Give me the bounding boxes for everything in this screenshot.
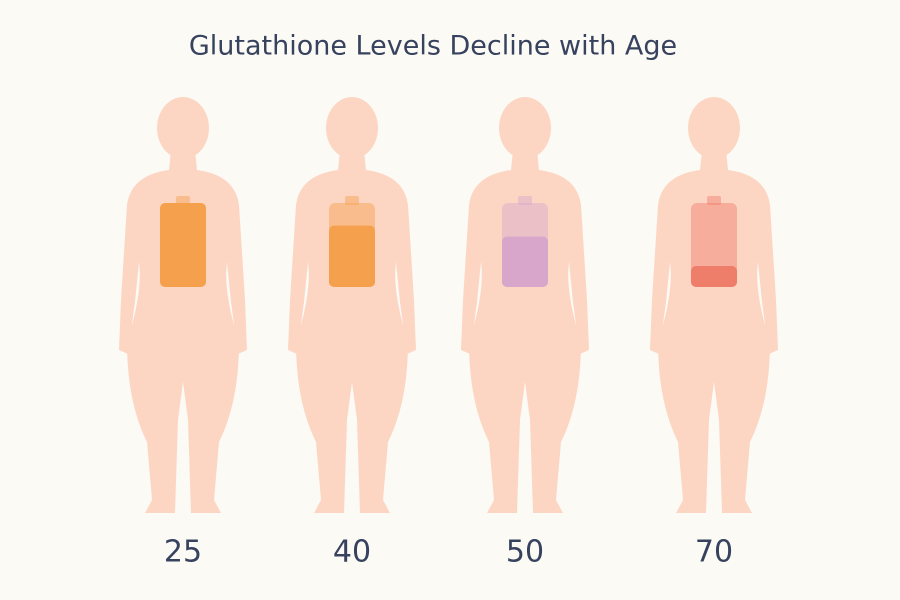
battery-fill (691, 266, 737, 287)
age-label: 50 (506, 535, 544, 570)
battery-cap (707, 196, 721, 205)
age-label: 25 (164, 535, 202, 570)
battery-cap (176, 196, 190, 205)
silhouette (119, 150, 247, 513)
head (157, 97, 209, 159)
battery-fill (502, 236, 548, 287)
silhouette (461, 150, 589, 513)
silhouette (650, 150, 778, 513)
chart-title: Glutathione Levels Decline with Age (189, 31, 677, 62)
battery-fill (160, 203, 206, 287)
age-label: 40 (333, 535, 371, 570)
battery-cap (345, 196, 359, 205)
silhouette (288, 150, 416, 513)
age-label: 70 (695, 535, 733, 570)
head (326, 97, 378, 159)
battery-fill (329, 225, 375, 287)
battery-cap (518, 196, 532, 205)
head (499, 97, 551, 159)
head (688, 97, 740, 159)
